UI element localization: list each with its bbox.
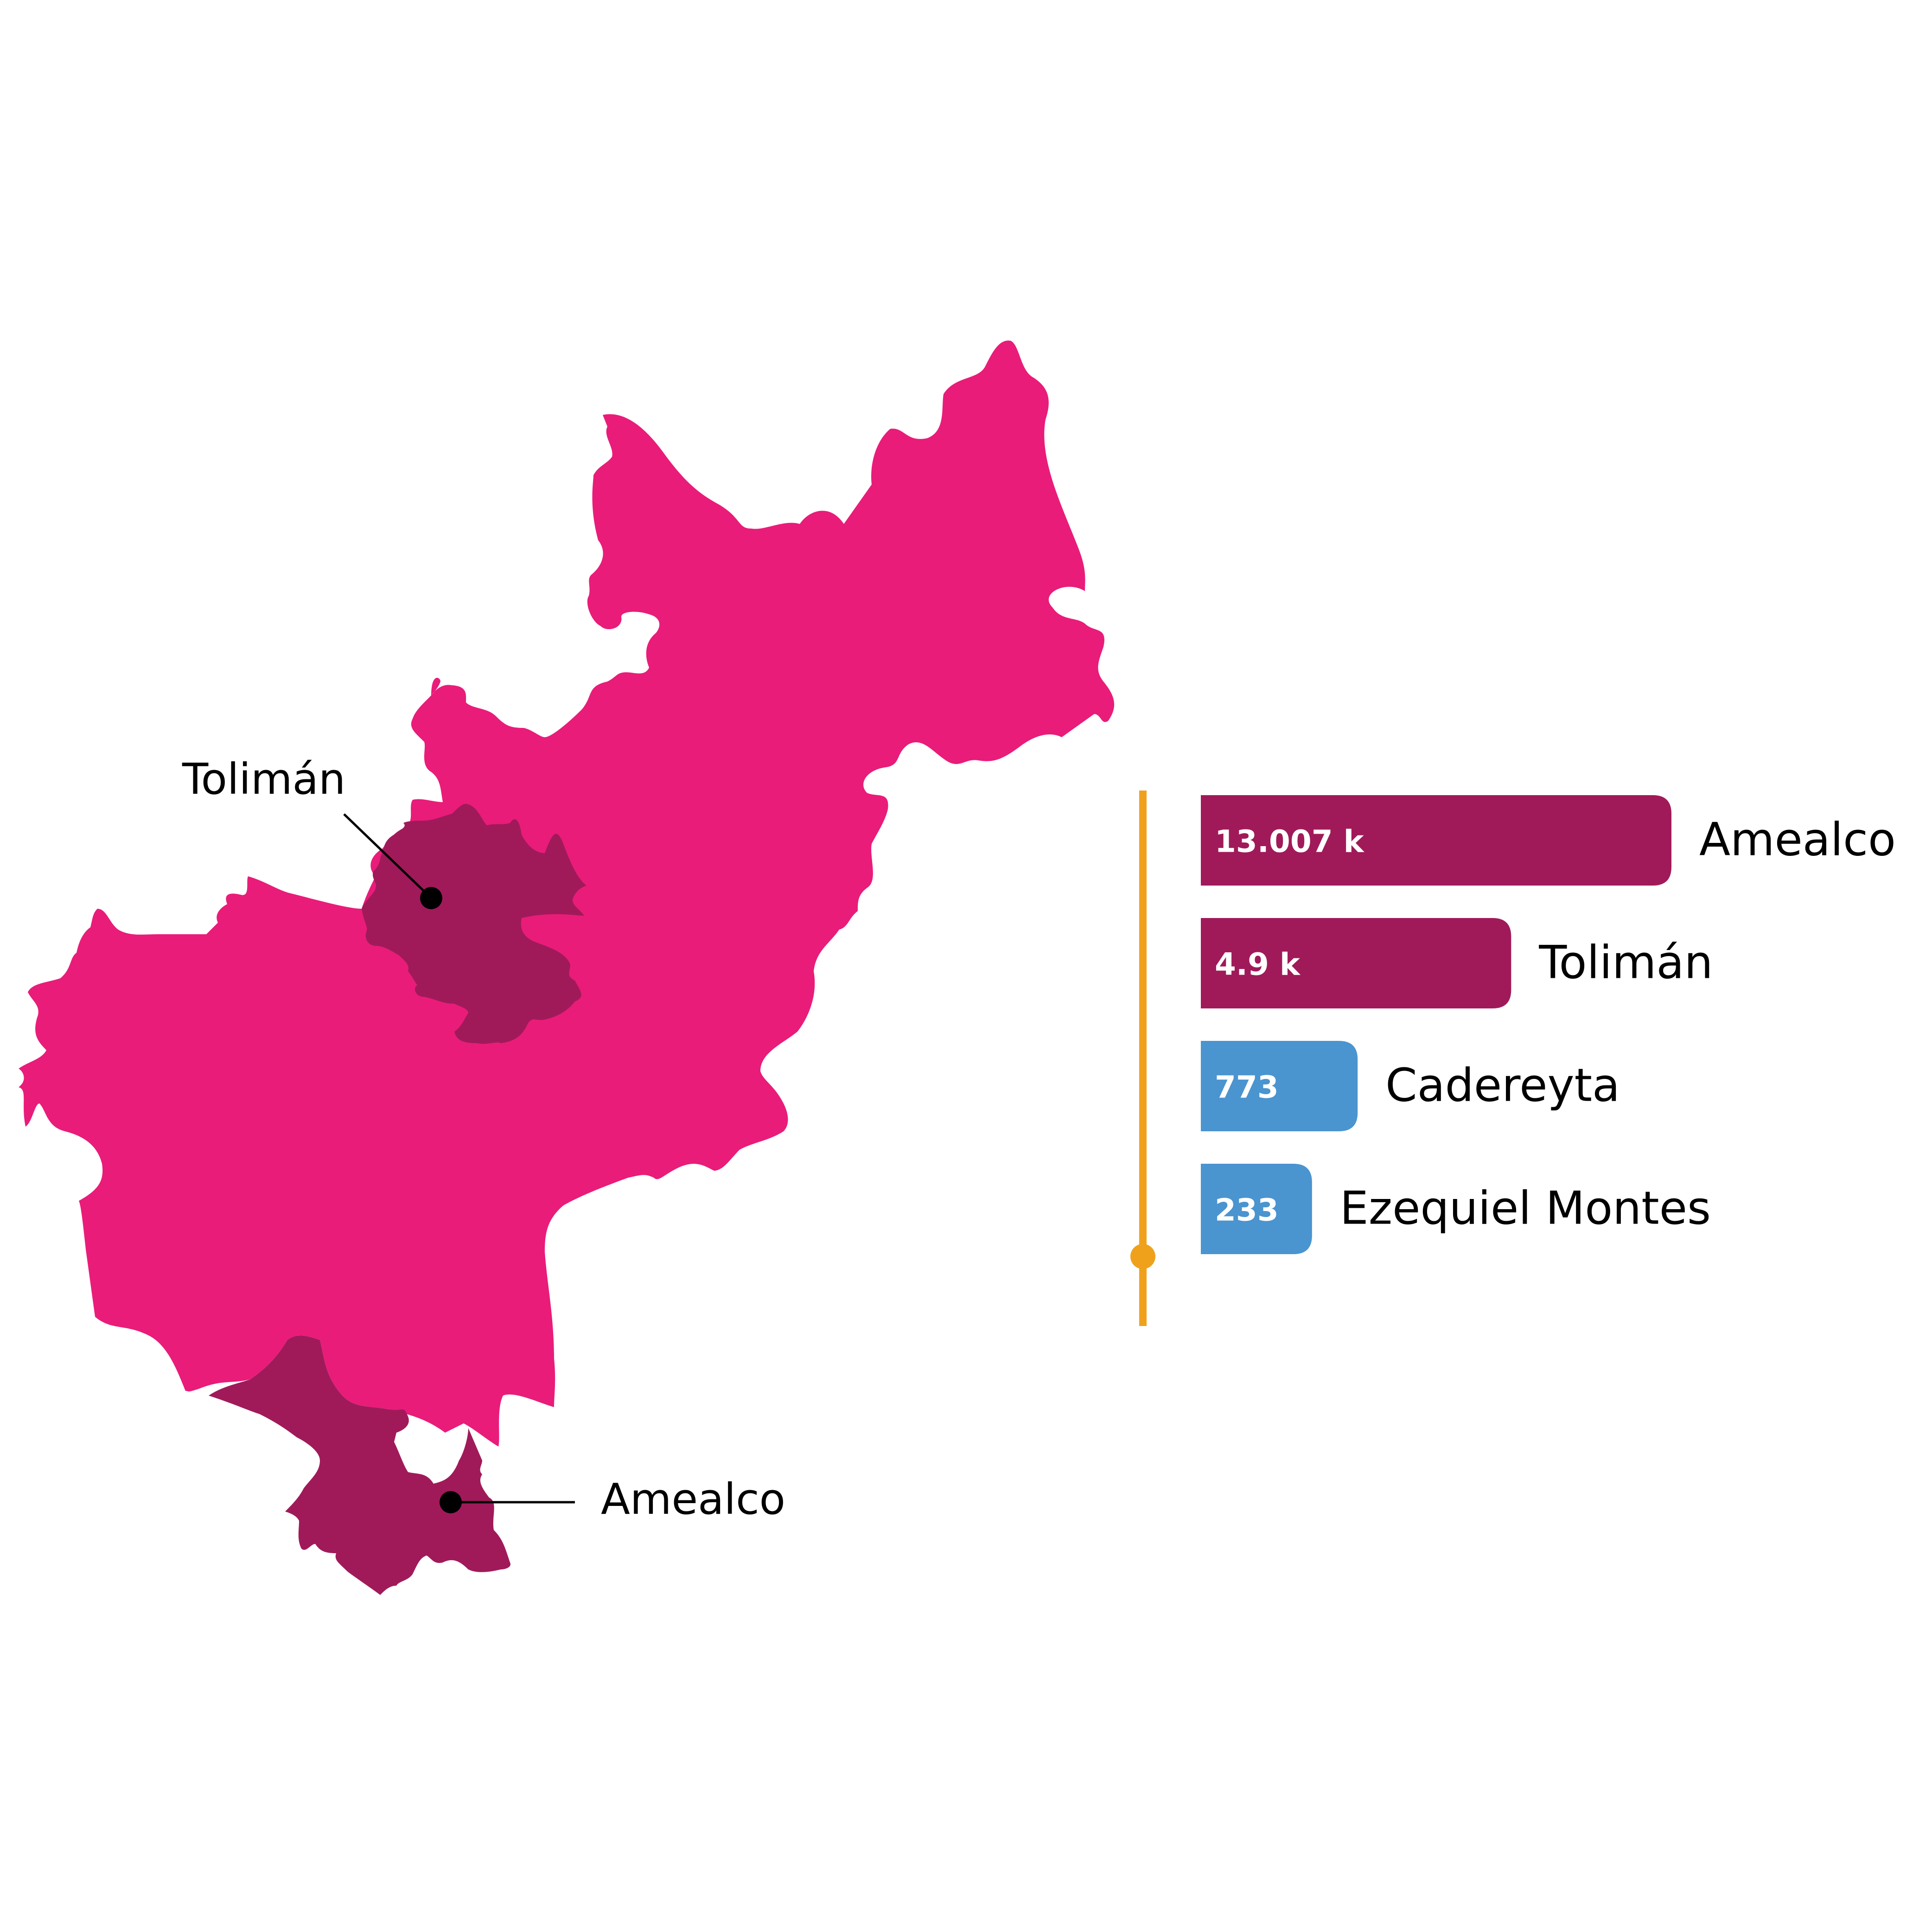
category-label-cadereyta: Cadereyta	[1385, 1059, 1620, 1112]
region-amealco	[209, 1335, 510, 1595]
region-toliman	[362, 803, 587, 1044]
bar-value-label-toliman: 4.9 k	[1215, 947, 1301, 982]
bar-chart: 13.007 k Amealco 4.9 k Tolimán 773 Cadereyta 2…	[1130, 791, 1896, 1326]
state-map: Tolimán Amealco	[19, 340, 1115, 1595]
callout-dot-toliman	[420, 887, 442, 909]
callout-line-toliman	[343, 813, 432, 899]
category-label-amealco: Amealco	[1699, 814, 1896, 867]
bar-value-label-ezequiel-montes: 233	[1215, 1192, 1279, 1228]
bar-value-label-amealco: 13.007 k	[1215, 824, 1365, 860]
category-label-ezequiel-montes: Ezequiel Montes	[1340, 1182, 1711, 1235]
bar-amealco	[1201, 795, 1671, 886]
map-label-amealco: Amealco	[601, 1474, 785, 1524]
bars-group: 13.007 k Amealco 4.9 k Tolimán 773 Cadereyta 2…	[1201, 795, 1896, 1254]
category-label-toliman: Tolimán	[1538, 937, 1713, 989]
bar-axis-dot	[1130, 1244, 1155, 1269]
callout-dot-amealco	[440, 1491, 462, 1513]
map-label-toliman: Tolimán	[182, 754, 345, 804]
bar-value-label-cadereyta: 773	[1215, 1070, 1279, 1105]
bar-ezequiel-montes	[1201, 1164, 1312, 1254]
bar-cadereyta	[1201, 1041, 1358, 1131]
bar-toliman	[1201, 918, 1511, 1008]
